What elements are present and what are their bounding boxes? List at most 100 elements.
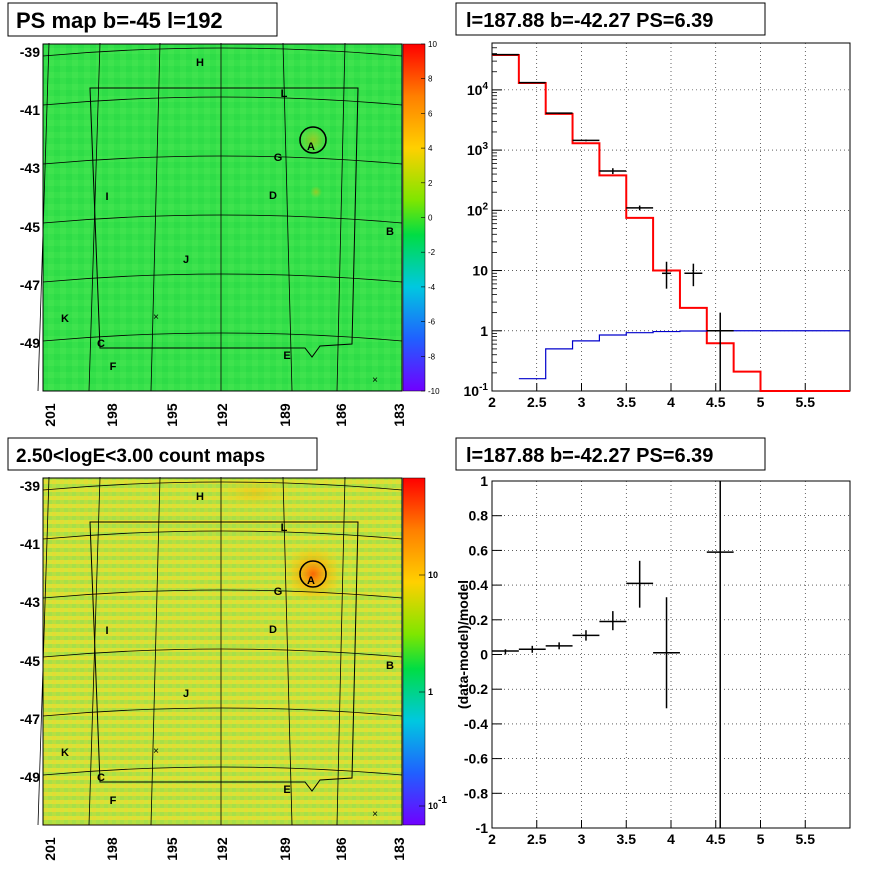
color-bar-label: 1	[428, 687, 433, 697]
source-label-i: I	[105, 625, 108, 637]
x-tick-label: 5.5	[796, 394, 816, 410]
source-label-j: J	[183, 688, 189, 700]
x-tick-label: 2.5	[527, 394, 547, 410]
x-tick-label: 5	[757, 831, 765, 847]
source-label-f: F	[110, 361, 117, 373]
color-bar-label: 10-1	[428, 795, 447, 811]
color-bar-label: 10	[428, 570, 438, 580]
y-tick-label: 0.6	[469, 542, 489, 558]
x-tick-label: 3.5	[617, 394, 637, 410]
count-hotspot	[283, 544, 343, 604]
source-label-k: K	[61, 747, 69, 759]
latitude-line	[42, 707, 403, 717]
y-tick-label: 0.2	[469, 612, 489, 628]
panel-title-box-top-right: l=187.88 b=-42.27 PS=6.39	[455, 2, 766, 36]
latitude-line	[42, 273, 403, 283]
x-tick-label: 5	[757, 394, 765, 410]
source-label-a: A	[307, 141, 315, 153]
source-label-b: B	[386, 226, 394, 238]
longitude-line	[150, 476, 161, 826]
source-label-l: L	[281, 522, 288, 534]
marker-x: ×	[153, 312, 159, 323]
lat-tick-label: -41	[20, 536, 40, 552]
y-tick-label: -0.2	[464, 681, 488, 697]
source-circle	[299, 560, 327, 588]
source-label-g: G	[274, 586, 283, 598]
source-label-j: J	[183, 254, 189, 266]
source-circle	[299, 126, 327, 154]
source-label-d: D	[269, 190, 277, 202]
lat-tick-label: -49	[20, 769, 40, 785]
source-label-l: L	[281, 88, 288, 100]
plot-frame	[491, 480, 851, 829]
latitude-line	[42, 155, 403, 165]
source-label-h: H	[196, 57, 204, 69]
longitude-line	[282, 42, 293, 392]
color-bar	[402, 477, 426, 826]
marker-x: ×	[372, 375, 378, 386]
lat-tick-label: -49	[20, 335, 40, 351]
panel-title-bottom-left: 2.50<logE<3.00 count maps	[16, 446, 265, 467]
x-tick-label: 3.5	[617, 831, 637, 847]
spectrum-chart: 2 2.5 3 3.5 4 4.5 5 5.5 10-1 1 10 102 103 104	[464, 42, 851, 410]
source-label-b: B	[386, 660, 394, 672]
color-bar-label: 2	[428, 179, 433, 188]
source-label-g: G	[274, 152, 283, 164]
marker-x: ×	[153, 746, 159, 757]
lon-tick-label: 189	[277, 837, 293, 861]
latitude-line	[42, 481, 403, 491]
y-tick-label: -0.4	[464, 716, 488, 732]
source-label-k: K	[61, 313, 69, 325]
y-tick-label: 10-1	[464, 382, 489, 399]
source-label-e: E	[283, 784, 290, 796]
latitude-line	[42, 47, 403, 57]
ps-excess-blob	[299, 126, 327, 154]
x-tick-label: 2	[488, 394, 496, 410]
source-label-f: F	[110, 795, 117, 807]
x-tick-label: 2	[488, 831, 496, 847]
y-tick-label: 103	[467, 141, 489, 158]
x-tick-label: 3	[578, 394, 586, 410]
lat-tick-label: -45	[20, 219, 40, 235]
color-bar-label: -4	[428, 283, 436, 292]
x-tick-label: 4.5	[706, 394, 726, 410]
y-tick-label: -1	[476, 820, 489, 836]
y-tick-label: 1	[480, 323, 488, 339]
y-tick-label: 102	[467, 201, 489, 218]
roi-outline	[89, 521, 359, 792]
panel-title-bottom-right: l=187.88 b=-42.27 PS=6.39	[466, 445, 713, 467]
source-label-c: C	[97, 772, 105, 784]
marker-x: ×	[372, 809, 378, 820]
residual-chart: 2 2.5 3 3.5 4 4.5 5 5.5 -1 -0.8 -0.6 -0.4 -0.2 0 0.2 0.…	[455, 473, 851, 847]
color-bar-label: 4	[428, 144, 433, 153]
step-series-0	[492, 53, 850, 392]
lat-tick-label: -47	[20, 711, 40, 727]
color-bar-label: -10	[428, 387, 440, 396]
lon-tick-label: 201	[42, 403, 58, 427]
color-bar-label: 0	[428, 214, 433, 223]
panel-title-top-right: l=187.88 b=-42.27 PS=6.39	[466, 10, 713, 32]
plot-frame	[491, 42, 851, 392]
count-sky-map: H L A G D I B J K CF E × × -39 -41 -43 -45 -47 -49 201 198 19…	[20, 476, 447, 861]
color-bar-label: -2	[428, 248, 436, 257]
lon-tick-label: 201	[42, 837, 58, 861]
latitude-line	[42, 589, 403, 599]
panel-title-box-bottom-left: 2.50<logE<3.00 count maps	[7, 437, 318, 471]
y-tick-label: -0.8	[464, 785, 488, 801]
x-tick-label: 5.5	[796, 831, 816, 847]
lon-tick-label: 198	[104, 403, 120, 427]
longitude-line	[37, 42, 50, 392]
lat-tick-label: -39	[20, 44, 40, 60]
lat-tick-label: -43	[20, 594, 40, 610]
panel-title-box-bottom-right: l=187.88 b=-42.27 PS=6.39	[455, 437, 766, 471]
lon-tick-label: 198	[104, 837, 120, 861]
color-bar-label: 6	[428, 109, 433, 118]
panel-title-box-top-left: PS map b=-45 l=192	[7, 2, 278, 37]
x-tick-label: 4.5	[706, 831, 726, 847]
lon-tick-label: 183	[391, 837, 407, 861]
lon-tick-label: 186	[333, 837, 349, 861]
lat-tick-label: -45	[20, 653, 40, 669]
panel-title-top-left: PS map b=-45 l=192	[16, 8, 223, 33]
x-tick-label: 3	[578, 831, 586, 847]
